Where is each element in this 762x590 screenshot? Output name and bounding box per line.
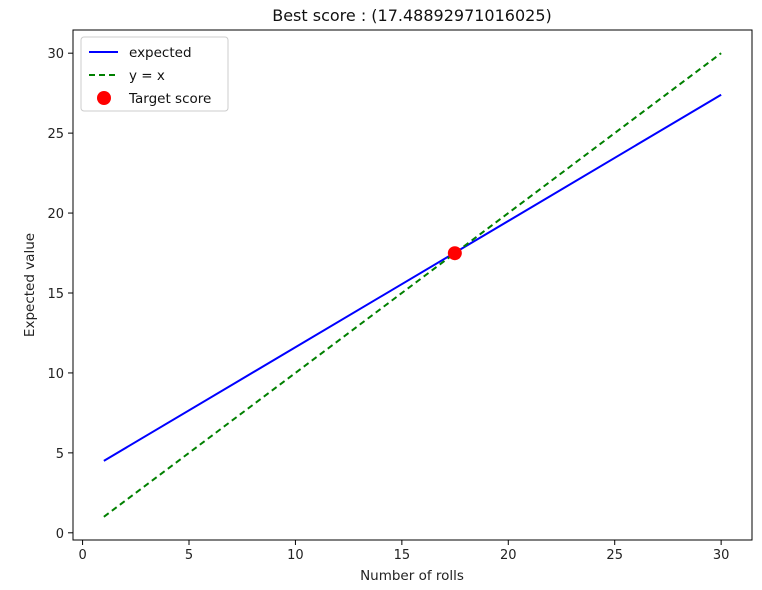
x-axis-ticks: 0 5 10 15 20 25 30 [78,540,729,563]
y-tick-label-0: 0 [56,527,64,542]
x-tick-label-2: 10 [287,548,304,563]
chart-title: Best score : (17.48892971016025) [272,6,552,25]
legend-label-target-score: Target score [128,91,211,107]
x-tick-label-0: 0 [78,548,86,563]
legend-marker-target-score [97,91,111,105]
series-line-expected [103,93,722,462]
y-tick-label-4: 20 [47,207,64,222]
legend-label-expected: expected [129,45,192,61]
x-tick-label-4: 20 [500,548,517,563]
point-target-score-0 [447,246,462,261]
x-tick-label-3: 15 [394,548,411,563]
x-tick-label-1: 5 [185,548,193,563]
series-layer [103,52,722,518]
y-axis-label: Expected value [22,233,38,337]
legend-box [80,36,229,112]
x-axis-label: Number of rolls [360,568,464,584]
y-tick-label-2: 10 [47,367,64,382]
y-axis-ticks: 0 5 10 15 20 25 30 [47,47,73,542]
legend-label-y-equals-x: y = x [129,68,165,84]
series-line-y-x [103,52,722,518]
x-tick-label-6: 30 [713,548,730,563]
legend: expected y = x Target score [80,36,229,112]
y-tick-label-3: 15 [47,287,64,302]
x-tick-label-5: 25 [606,548,623,563]
y-tick-label-5: 25 [47,127,64,142]
y-tick-label-6: 30 [47,47,64,62]
y-tick-label-1: 5 [56,447,64,462]
